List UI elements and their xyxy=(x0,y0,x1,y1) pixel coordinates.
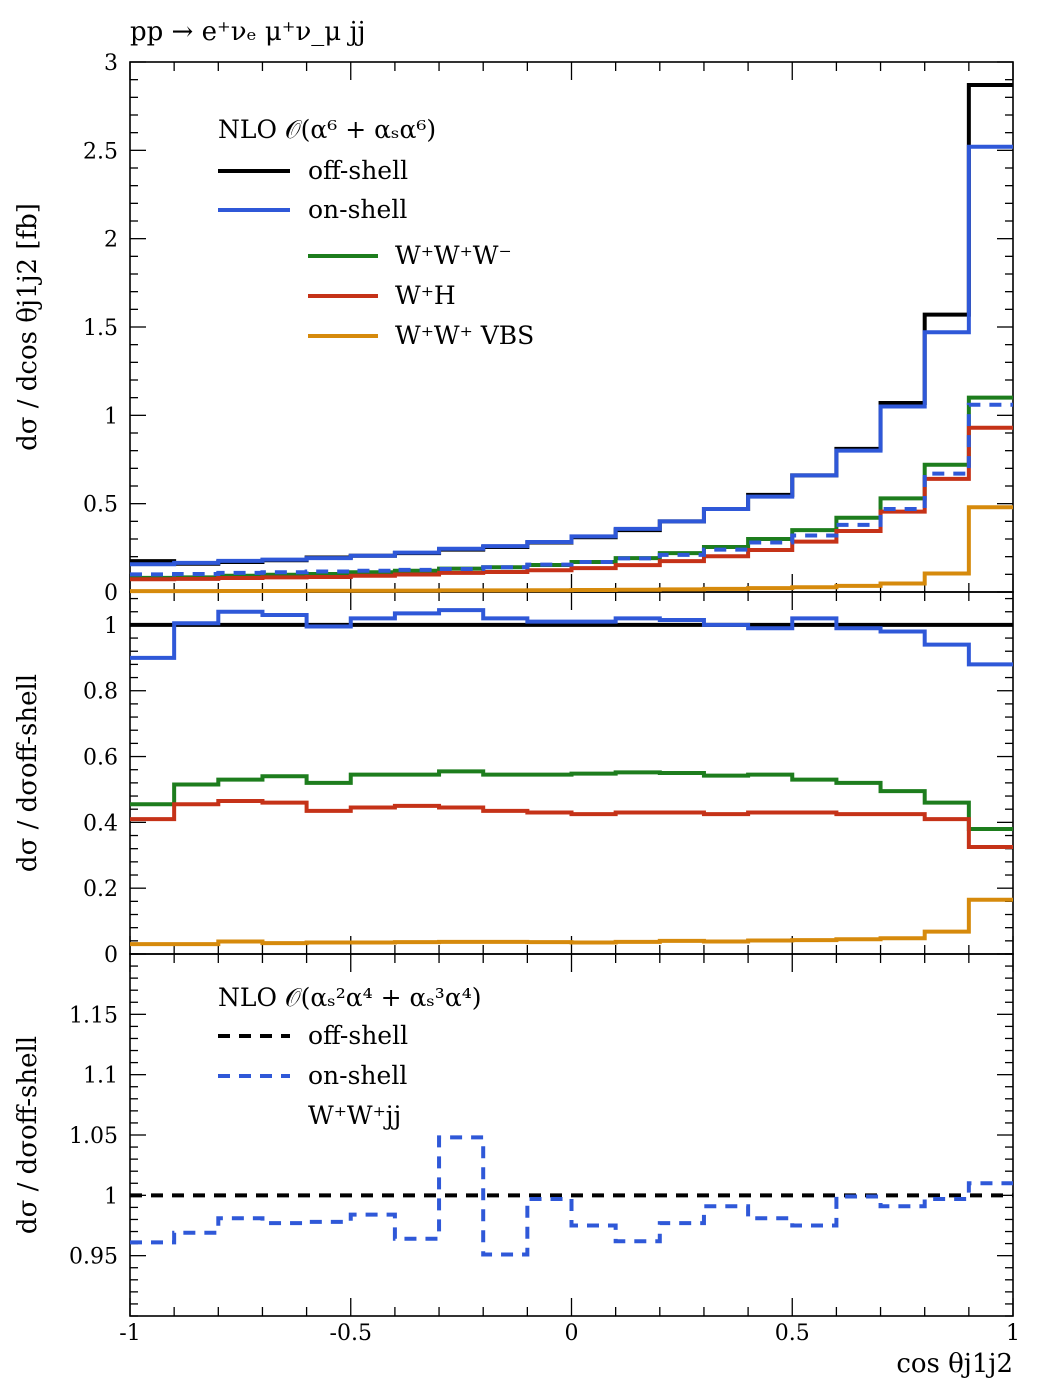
x-tick-label: 1 xyxy=(1006,1321,1020,1346)
y-axis-label-middle: dσ / dσoff-shell xyxy=(13,674,43,872)
y-tick-label-middle: 0 xyxy=(104,943,118,968)
y-tick-label-bottom: 1.1 xyxy=(83,1064,118,1089)
y-tick-label-top: 1 xyxy=(104,404,118,429)
legend-label-offshell: off-shell xyxy=(308,156,408,185)
legend-label-dashed-onshell: on-shell xyxy=(308,1061,407,1090)
series-top-onshell xyxy=(130,144,1013,567)
y-tick-label-middle: 0.4 xyxy=(83,811,118,836)
y-tick-label-middle: 0.6 xyxy=(83,746,118,771)
legend-label-vbs: W⁺W⁺ VBS xyxy=(395,321,534,350)
series-top-onshell-dashed xyxy=(130,402,1013,577)
bottom-panel-series xyxy=(130,1135,1013,1257)
bottom-legend: NLO 𝒪(αₛ²α⁴ + αₛ³α⁴) off-shell on-shell … xyxy=(218,983,481,1130)
y-tick-label-bottom: 1 xyxy=(104,1184,118,1209)
series-top-wh xyxy=(130,425,1013,582)
series-middle-vbs xyxy=(130,897,1013,947)
y-tick-label-bottom: 1.15 xyxy=(69,1003,118,1028)
series-middle-wh xyxy=(130,798,1013,850)
y-tick-label-top: 0.5 xyxy=(83,493,118,518)
y-tick-label-top: 1.5 xyxy=(83,316,118,341)
y-tick-label-top: 2 xyxy=(104,228,118,253)
x-tick-label: 0.5 xyxy=(775,1321,810,1346)
legend-label-onshell: on-shell xyxy=(308,195,407,224)
top-panel-series xyxy=(130,82,1013,594)
y-tick-label-top: 2.5 xyxy=(83,139,118,164)
top-legend: NLO 𝒪(α⁶ + αₛα⁶) off-shell on-shell W⁺W⁺… xyxy=(218,115,534,350)
middle-panel-series xyxy=(130,608,1013,947)
y-tick-label-middle: 0.8 xyxy=(83,680,118,705)
axis-ticks: 0 0.5 1 1.5 2 2.5 3 0 0.2 0.4 0.6 0.8 1 0.95 1 1.05 1.1 1… xyxy=(69,51,1020,1346)
y-tick-label-middle: 1 xyxy=(104,614,118,639)
y-tick-label-middle: 0.2 xyxy=(83,877,118,902)
top-legend-header: NLO 𝒪(α⁶ + αₛα⁶) xyxy=(218,115,436,144)
y-tick-label-top: 3 xyxy=(104,51,118,76)
y-axis-label-bottom: dσ / dσoff-shell xyxy=(13,1036,43,1234)
x-axis-label: cos θj1j2 xyxy=(896,1349,1013,1379)
legend-label-process: W⁺W⁺jj xyxy=(308,1101,401,1130)
legend-label-dashed-offshell: off-shell xyxy=(308,1021,408,1050)
series-middle-www xyxy=(130,769,1013,831)
bottom-legend-header: NLO 𝒪(αₛ²α⁴ + αₛ³α⁴) xyxy=(218,983,481,1012)
x-tick-label: -0.5 xyxy=(330,1321,372,1346)
series-top-offshell xyxy=(130,82,1013,566)
series-top-vbs xyxy=(130,505,1013,594)
series-middle-onshell xyxy=(130,608,1013,667)
x-tick-label: 0 xyxy=(565,1321,579,1346)
y-axis-label-top: dσ / dcos θj1j2 [fb] xyxy=(13,203,43,451)
y-tick-label-bottom: 0.95 xyxy=(69,1245,118,1270)
x-tick-label: -1 xyxy=(119,1321,140,1346)
y-tick-label-bottom: 1.05 xyxy=(69,1124,118,1149)
legend-label-wh: W⁺H xyxy=(395,281,456,310)
y-tick-label-top: 0 xyxy=(104,581,118,606)
plot-title: pp → e⁺νₑ μ⁺ν_μ jj xyxy=(130,17,366,47)
legend-label-www: W⁺W⁺W⁻ xyxy=(395,241,512,270)
